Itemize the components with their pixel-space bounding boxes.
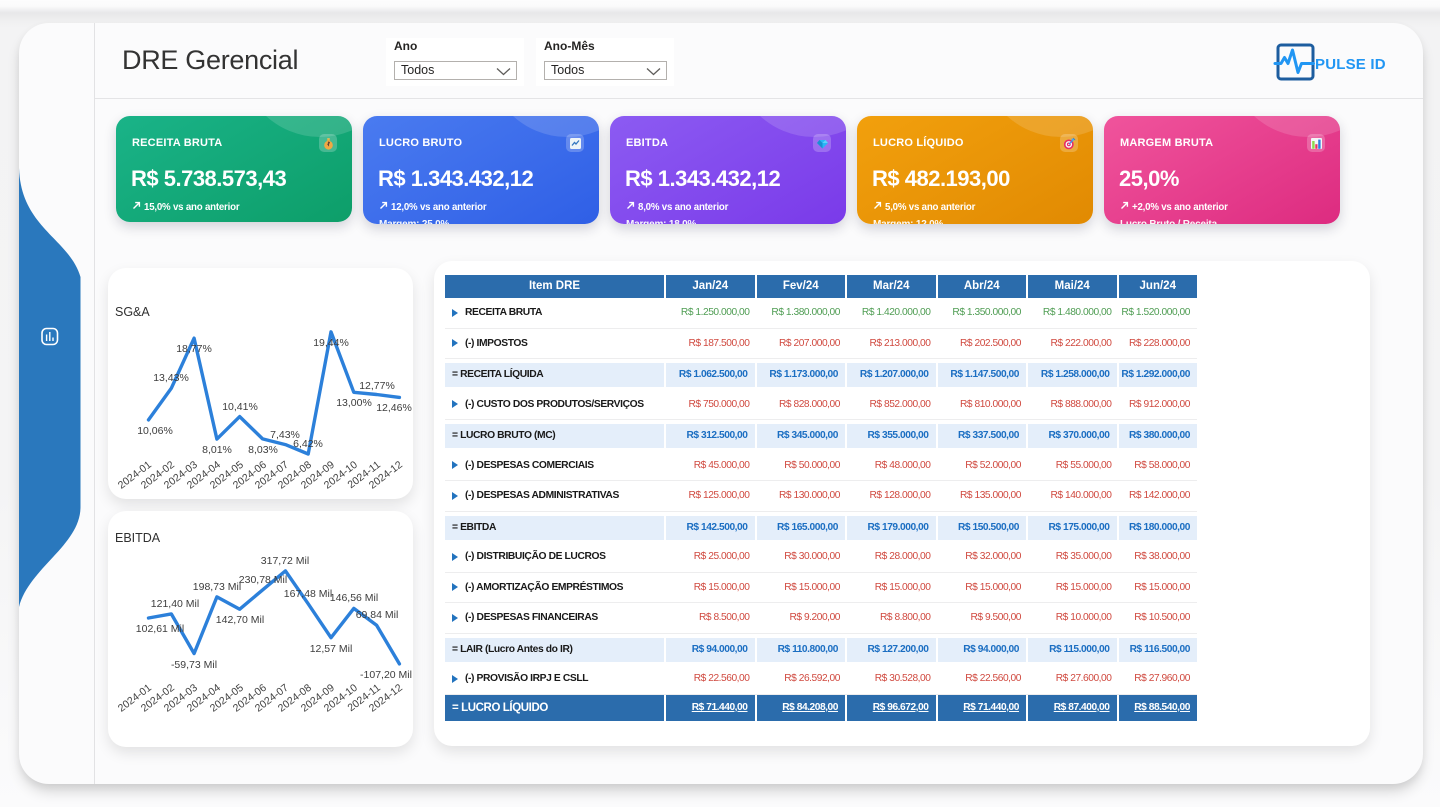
svg-text:8,01%: 8,01%	[202, 444, 232, 456]
svg-text:317,72 Mil: 317,72 Mil	[261, 555, 309, 567]
svg-text:13,43%: 13,43%	[153, 372, 189, 384]
svg-text:19,44%: 19,44%	[313, 337, 349, 349]
svg-text:10,41%: 10,41%	[222, 401, 258, 413]
svg-text:230,78 Mil: 230,78 Mil	[239, 574, 287, 586]
svg-text:7,43%: 7,43%	[270, 429, 300, 441]
svg-text:198,73 Mil: 198,73 Mil	[193, 581, 241, 593]
svg-text:12,57 Mil: 12,57 Mil	[310, 643, 353, 655]
svg-text:10,06%: 10,06%	[137, 425, 173, 437]
svg-text:12,77%: 12,77%	[359, 380, 395, 392]
svg-text:102,61 Mil: 102,61 Mil	[136, 623, 184, 635]
svg-text:69,84 Mil: 69,84 Mil	[356, 609, 399, 621]
svg-text:146,56 Mil: 146,56 Mil	[330, 592, 378, 604]
svg-text:121,40 Mil: 121,40 Mil	[151, 598, 199, 610]
svg-text:8,03%: 8,03%	[248, 444, 278, 456]
svg-text:-107,20 Mil: -107,20 Mil	[360, 669, 412, 681]
svg-text:-59,73 Mil: -59,73 Mil	[171, 659, 217, 671]
svg-text:13,00%: 13,00%	[336, 397, 372, 409]
svg-text:6,42%: 6,42%	[293, 438, 323, 450]
svg-text:18,77%: 18,77%	[176, 343, 212, 355]
svg-text:142,70 Mil: 142,70 Mil	[216, 614, 264, 626]
svg-text:167,48 Mil: 167,48 Mil	[284, 588, 332, 600]
svg-text:12,46%: 12,46%	[376, 402, 412, 414]
